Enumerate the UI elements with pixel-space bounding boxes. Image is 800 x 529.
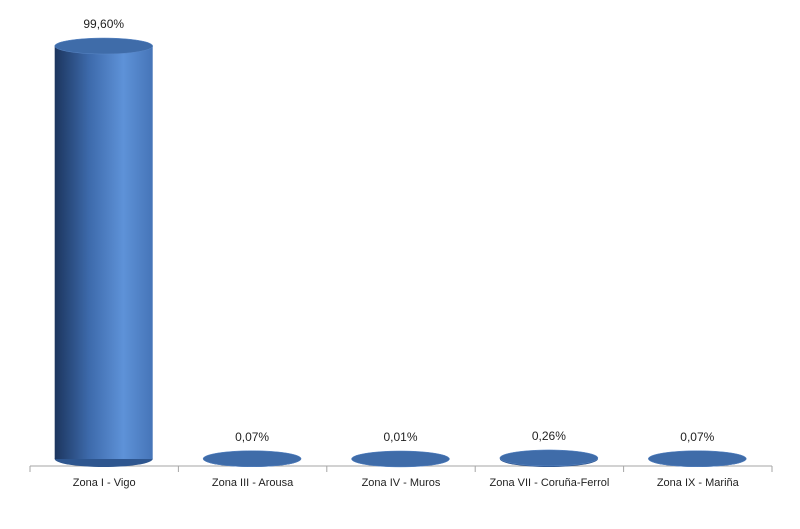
bar	[202, 450, 302, 467]
x-tick-label: Zona I - Vigo	[73, 477, 136, 489]
value-label: 0,07%	[235, 430, 269, 444]
bar	[54, 37, 153, 467]
value-label: 0,07%	[680, 430, 714, 444]
bar	[499, 449, 599, 467]
bar	[648, 450, 747, 467]
bar-top	[54, 37, 153, 55]
x-tick-label: Zona IX - Mariña	[657, 477, 740, 489]
x-tick-label: Zona III - Arousa	[212, 477, 294, 489]
value-label: 99,60%	[83, 17, 124, 31]
value-label: 0,26%	[532, 429, 566, 443]
bar-body	[54, 46, 153, 459]
bar	[351, 450, 450, 468]
bar-top	[202, 450, 302, 467]
value-label: 0,01%	[383, 430, 417, 444]
bar-top	[499, 449, 599, 467]
x-tick-label: Zona IV - Muros	[362, 477, 441, 489]
bar-top	[351, 450, 450, 468]
x-tick-label: Zona VII - Coruña-Ferrol	[489, 477, 609, 489]
bar-top	[648, 450, 747, 467]
